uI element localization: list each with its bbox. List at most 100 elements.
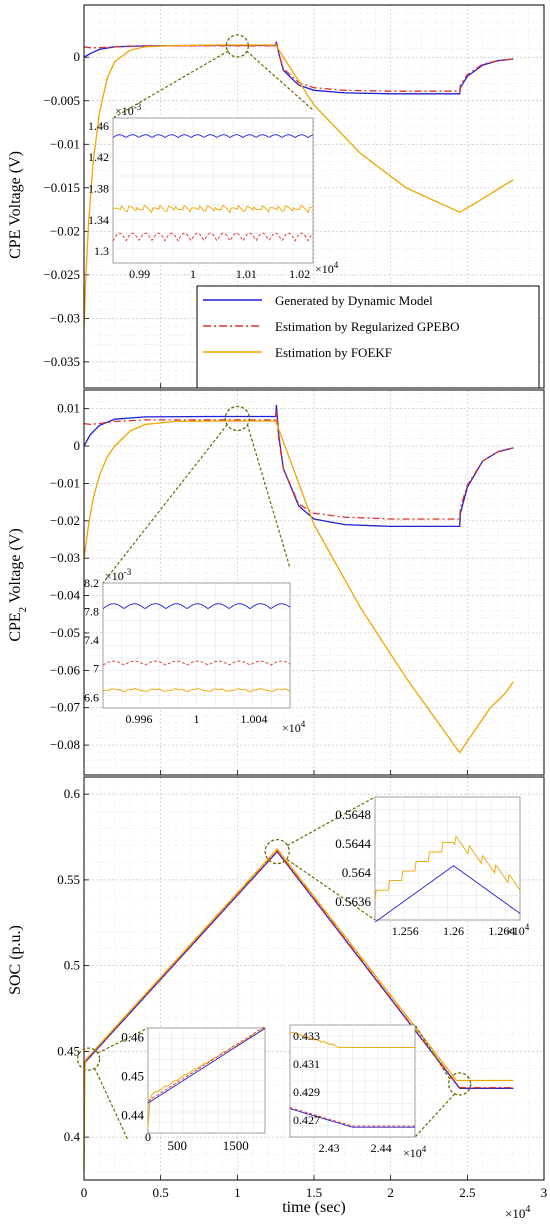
inset-series-gpebo [102, 660, 291, 666]
y-tick-label: 0.01 [57, 401, 80, 416]
y-tick-label: 0.4 [64, 1129, 81, 1144]
y-tick-label: −0.03 [50, 550, 80, 565]
series-foekf [83, 420, 514, 754]
y-tick-label: 0 [74, 438, 81, 453]
x-tick-label: 1 [234, 1185, 241, 1200]
series-generated [83, 404, 514, 528]
inset-y-label: 0.5648 [335, 807, 371, 822]
inset-soc-end: 0.427 0.429 0.431 0.433 2.43 2.44 ×104 [289, 1024, 427, 1160]
y-tick-label: 0.55 [57, 872, 80, 887]
inset-x-exponent: ×104 [403, 1144, 427, 1160]
inset-y-label: 0.44 [121, 1108, 144, 1123]
y-tick-label: −0.025 [43, 267, 80, 282]
y-tick-label: −0.01 [50, 475, 80, 490]
zoom-circle [224, 405, 250, 432]
inset-cpe2: 6.6 7 7.4 7.8 8.2 0.996 1 1.004 ×10-3 ×104 [84, 567, 306, 735]
y-tick-label: −0.07 [50, 700, 81, 715]
legend-generated: Generated by Dynamic Model [275, 293, 433, 308]
y-tick-label: −0.02 [50, 223, 80, 238]
x-tick-label: 2.5 [459, 1185, 475, 1200]
y-tick-label: 0.6 [64, 786, 81, 801]
inset-y-exponent: ×10-3 [115, 102, 142, 118]
series-foekf [83, 44, 514, 328]
inset-soc-start: 0.44 0.45 0.46 500 1500 0 [121, 1026, 266, 1153]
inset-x-origin-label: 0 [145, 1130, 151, 1144]
inset-x-label: 1.01 [236, 267, 257, 281]
inset-x-label: 1 [190, 267, 196, 281]
x-tick-label: 3 [541, 1185, 548, 1200]
inset-y-label: 0.431 [293, 1057, 320, 1071]
zoom-circle [225, 34, 249, 58]
zoom-insets: 1.3 1.34 1.38 1.42 1.46 0.99 1 1.01 1.02 ×10-3 ×10… [76, 34, 530, 1160]
inset-x-exponent: ×104 [282, 719, 306, 735]
inset-y-label: 1.46 [88, 119, 109, 133]
inset-y-label: 7 [93, 662, 99, 676]
inset-x-exponent: ×104 [506, 922, 530, 938]
inset-series-generated [289, 1108, 415, 1128]
y-tick-label: −0.02 [50, 513, 80, 528]
inset-x-label: 0.99 [129, 267, 150, 281]
inset-series-generated [112, 134, 314, 139]
inset-series-foekf [102, 688, 291, 693]
x-tick-label: 1.5 [306, 1185, 322, 1200]
inset-y-label: 1.42 [88, 150, 109, 164]
inset-x-label: 1.02 [289, 267, 310, 281]
inset-y-exponent: ×10-3 [105, 567, 132, 583]
inset-x-label: 1 [194, 712, 200, 726]
inset-x-label: 1500 [223, 1138, 249, 1153]
y-tick-label: 0.5 [64, 958, 80, 973]
x-tick-label: 0 [81, 1185, 88, 1200]
x-tick-label: 2 [387, 1185, 394, 1200]
inset-cpe: 1.3 1.34 1.38 1.42 1.46 0.99 1 1.01 1.02 ×10-3 ×10… [88, 102, 339, 281]
y-tick-label: −0.04 [50, 588, 81, 603]
x-exponent: ×104 [505, 1204, 530, 1221]
zoom-link [112, 50, 229, 119]
series-gpebo [83, 410, 514, 520]
zoom-link [414, 1024, 451, 1080]
inset-series-gpebo [112, 232, 314, 242]
zoom-link [102, 424, 228, 584]
inset-x-label: 1.264 [488, 924, 515, 938]
inset-series-generated [147, 1028, 266, 1104]
zoom-link [94, 1067, 129, 1141]
xlabel: time (sec) [282, 1199, 346, 1216]
inset-series-foekf [112, 204, 314, 214]
y-tick-label: −0.005 [43, 93, 80, 108]
inset-y-label: 1.3 [94, 244, 109, 258]
inset-y-label: 0.564 [342, 865, 372, 880]
inset-x-label: 2.44 [371, 1141, 392, 1155]
zoom-circle [448, 1072, 472, 1096]
inset-x-label: 2.43 [319, 1141, 340, 1155]
legend: Generated by Dynamic Model Estimation by… [196, 285, 540, 389]
y-tick-label: −0.015 [43, 180, 80, 195]
inset-x-label: 1.004 [241, 712, 268, 726]
legend-foekf: Estimation by FOEKF [275, 345, 392, 360]
ylabel-cpe2: CPE2 Voltage (V) [7, 528, 29, 641]
inset-y-label: 7.8 [84, 605, 99, 619]
inset-y-label: 6.6 [84, 690, 99, 704]
y-tick-label: −0.01 [50, 136, 80, 151]
inset-x-exponent: ×104 [315, 260, 339, 276]
ylabel-cpe: CPE Voltage (V) [7, 151, 24, 259]
inset-y-label: 0.433 [293, 1029, 320, 1043]
inset-y-label: 0.5636 [335, 894, 371, 909]
ylabel-soc: SOC (p.u.) [7, 925, 24, 995]
inset-y-label: 0.427 [293, 1113, 320, 1127]
inset-y-label: 1.34 [88, 213, 109, 227]
inset-x-label: 1.256 [392, 924, 419, 938]
inset-series-generated [374, 865, 521, 923]
zoom-link [286, 859, 376, 921]
inset-series-gpebo [289, 1107, 415, 1127]
y-tick-label: −0.08 [50, 737, 80, 752]
series-gpebo [83, 849, 514, 1089]
series-gpebo [83, 42, 514, 92]
inset-y-label: 0.45 [121, 1069, 144, 1084]
inset-y-label: 0.429 [293, 1085, 320, 1099]
inset-x-label: 1.26 [443, 924, 464, 938]
zoom-link [286, 796, 376, 847]
y-tick-label: 0.45 [57, 1043, 80, 1058]
x-tick-label: 0.5 [153, 1185, 169, 1200]
inset-soc-peak: 0.5636 0.564 0.5644 0.5648 1.256 1.26 1.264×10… [335, 796, 530, 938]
zoom-link [97, 1027, 149, 1054]
